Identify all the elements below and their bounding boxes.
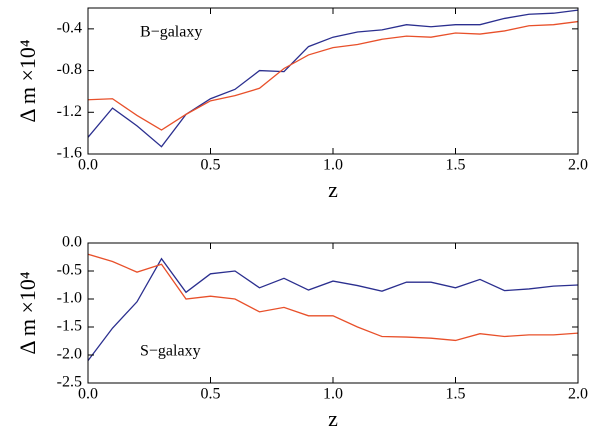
- y-tick-label: -1.6: [57, 145, 82, 162]
- y-tick-label: -2.5: [57, 374, 82, 391]
- x-tick-label: 1.5: [446, 157, 466, 174]
- y-tick-label: -1.5: [57, 318, 82, 335]
- x-tick-label: 2.0: [568, 386, 588, 403]
- y-tick-label: -1.0: [57, 290, 82, 307]
- y-tick-label: 0.0: [62, 234, 82, 251]
- x-tick-label: 0.0: [78, 157, 98, 174]
- y-axis-label: Δ m ×10⁴: [15, 271, 40, 354]
- subplot: 0.0 0.5 1.0 1.5 2.0 -2.5 -2.0 -1.5 -1.0 -0.5 0.0 z Δ…: [15, 234, 588, 431]
- x-tick-label: 0.5: [201, 386, 221, 403]
- x-tick-label: 1.5: [446, 386, 466, 403]
- annotation: B−galaxy: [140, 24, 202, 41]
- x-tick-label: 2.0: [568, 157, 588, 174]
- y-axis-label: Δ m ×10⁴: [15, 39, 40, 122]
- subplot: 0.0 0.5 1.0 1.5 2.0 -1.6 -1.2 -0.8 -0.4 z Δ m ×10⁴…: [15, 7, 588, 202]
- data-line: [87, 20, 579, 131]
- x-tick-label: 1.0: [323, 386, 343, 403]
- x-tick-label: 1.0: [323, 157, 343, 174]
- y-tick-label: -0.4: [57, 20, 82, 37]
- data-line: [87, 253, 579, 342]
- data-line: [87, 9, 579, 148]
- x-tick-label: 0.0: [78, 386, 98, 403]
- y-tick-label: -1.2: [57, 103, 82, 120]
- y-tick-label: -0.8: [57, 61, 82, 78]
- data-line: [87, 257, 579, 361]
- x-tick-label: 0.5: [201, 157, 221, 174]
- annotation: S−galaxy: [140, 343, 201, 360]
- y-tick-label: -2.0: [57, 346, 82, 363]
- x-axis-label: z: [328, 177, 338, 202]
- y-tick-label: -0.5: [57, 262, 82, 279]
- x-axis-label: z: [328, 406, 338, 431]
